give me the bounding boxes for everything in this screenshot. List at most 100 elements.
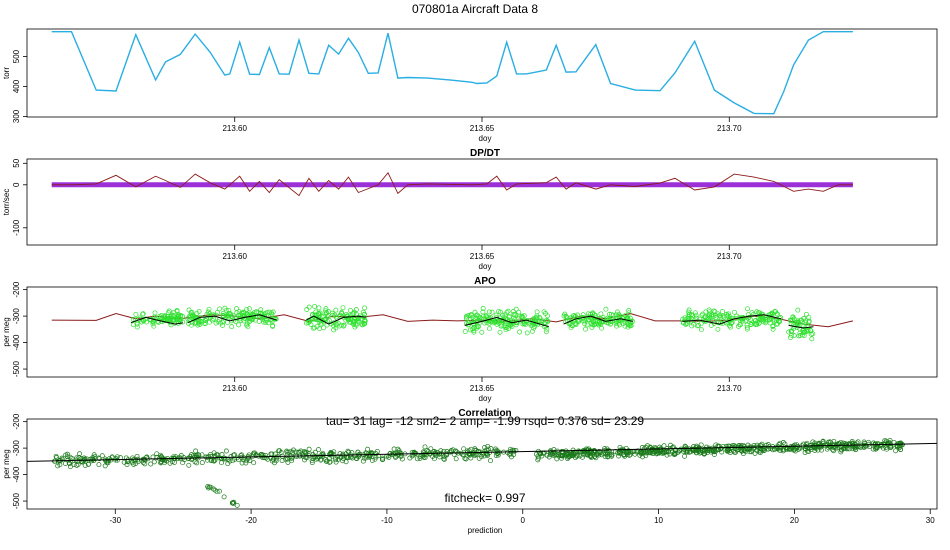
apo-data-point (362, 305, 368, 311)
correlation-data-point (585, 452, 591, 458)
apo-data-point (469, 312, 474, 318)
correlation-data-point (640, 454, 645, 460)
apo-data-point (595, 321, 601, 327)
apo-data-point (581, 318, 586, 324)
correlation-data-point (834, 445, 840, 451)
apo-data-point (220, 322, 225, 328)
correlation-data-point (787, 447, 793, 452)
correlation-data-point (65, 451, 70, 457)
correlation-data-point (616, 453, 622, 459)
apo-data-point (215, 319, 221, 325)
correlation-data-point (488, 458, 493, 464)
apo-data-point (580, 312, 586, 318)
apo-data-point (351, 318, 357, 324)
correlation-data-point (315, 454, 320, 460)
apo-data-point (626, 308, 632, 313)
correlation-data-point (338, 454, 344, 460)
correlation-data-point (213, 454, 218, 460)
apo-data-point (801, 333, 807, 338)
apo-data-point (480, 313, 486, 319)
correlation-data-point (831, 441, 837, 447)
y-tick-label: 0 (12, 182, 21, 187)
apo-data-point (358, 321, 364, 327)
correlation-data-point (802, 450, 808, 455)
apo-data-point (362, 318, 367, 324)
correlation-data-point (194, 460, 200, 466)
correlation-data-point (241, 455, 247, 461)
apo-data-point (316, 311, 322, 317)
correlation-data-point (230, 500, 236, 506)
apo-data-point (206, 306, 212, 312)
correlation-data-point (298, 448, 304, 454)
apo-data-point (722, 319, 728, 325)
apo-data-point (316, 305, 322, 311)
apo-data-point (165, 316, 171, 322)
correlation-data-point (468, 455, 474, 461)
correlation-data-point (569, 452, 574, 458)
apo-data-point (796, 333, 802, 339)
apo-data-point (234, 306, 239, 312)
apo-data-point (544, 326, 550, 332)
correlation-data-point (593, 455, 599, 461)
correlation-data-point (288, 448, 294, 454)
apo-data-point (345, 316, 351, 322)
correlation-data-point (221, 494, 227, 500)
apo-data-point (462, 329, 468, 334)
y-tick-label: 400 (12, 79, 21, 93)
apo-data-point (803, 311, 809, 317)
dpdt-panel: DP/DT 213.60 213.65 213.70 -100 0 50 doy torr/se… (2, 148, 938, 271)
y-tick-label: -200 (12, 281, 21, 298)
correlation-data-point (133, 457, 139, 463)
apo-data-point (214, 310, 220, 316)
apo-data-point (520, 321, 526, 327)
correlation-data-point (349, 455, 355, 461)
apo-data-point (175, 314, 181, 320)
correlation-data-point (328, 451, 333, 457)
apo-data-point (264, 309, 270, 315)
correlation-data-point (309, 458, 315, 464)
x-axis-label: doy (479, 262, 492, 271)
apo-data-point (171, 318, 176, 324)
correlation-data-point (606, 448, 612, 454)
x-tick-label: 213.70 (717, 252, 742, 261)
apo-data-point (321, 319, 327, 325)
apo-data-point (246, 306, 252, 312)
y-tick-label: -500 (12, 493, 21, 510)
correlation-data-point (559, 455, 564, 461)
correlation-data-point (172, 459, 177, 465)
x-tick-label: 30 (926, 516, 935, 525)
correlation-data-point (493, 446, 498, 452)
correlation-data-point (653, 445, 659, 451)
correlation-data-point (441, 456, 447, 462)
correlation-data-point (76, 455, 82, 461)
apo-data-point (786, 329, 792, 335)
apo-data-point (143, 316, 149, 322)
apo-data-point (162, 313, 168, 319)
apo-data-point (707, 312, 712, 318)
apo-data-point (270, 309, 276, 315)
correlation-data-point (626, 449, 632, 455)
y-tick-label: 50 (12, 158, 21, 167)
x-tick-label: -20 (245, 516, 257, 525)
correlation-data-point (660, 449, 666, 455)
apo-data-point (140, 311, 146, 317)
correlation-data-point (609, 452, 615, 458)
apo-data-point (220, 312, 226, 318)
apo-data-point (140, 311, 146, 317)
y-tick-label: -300 (12, 308, 21, 325)
apo-data-point (134, 324, 140, 330)
correlation-data-point (90, 456, 96, 462)
correlation-data-point (482, 448, 488, 454)
correlation-data-point (216, 488, 222, 494)
correlation-data-point (340, 458, 346, 464)
correlation-data-point (206, 485, 211, 491)
y-tick-label: -400 (12, 466, 21, 483)
correlation-data-point (660, 450, 666, 456)
y-tick-label: -200 (12, 413, 21, 430)
apo-data-point (744, 324, 750, 330)
pressure-panel: 213.60 213.65 213.70 300 400 500 doy torr (2, 28, 938, 143)
apo-data-point (777, 319, 783, 325)
apo-data-point (720, 309, 726, 314)
correlation-data-point (617, 450, 623, 456)
